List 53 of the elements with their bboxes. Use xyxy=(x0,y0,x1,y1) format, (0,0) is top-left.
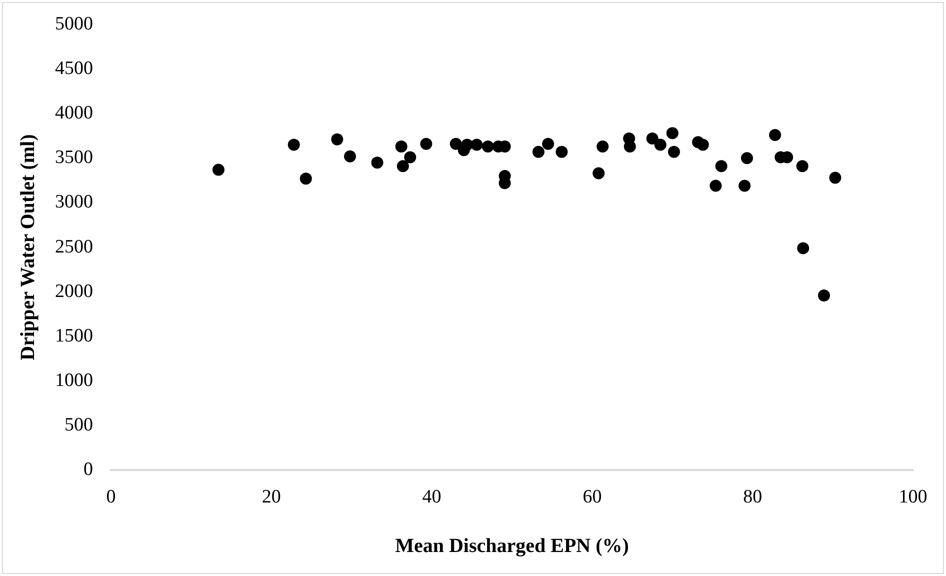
x-tick-label: 20 xyxy=(262,486,281,508)
point xyxy=(740,152,753,164)
y-tick-label: 0 xyxy=(84,459,93,480)
x-axis-title: Mean Discharged EPN (%) xyxy=(395,535,629,558)
point xyxy=(300,172,312,185)
point xyxy=(715,160,728,172)
x-tick-label: 40 xyxy=(422,486,442,508)
y-tick-label: 5000 xyxy=(55,13,93,34)
point xyxy=(556,146,568,158)
y-tick-label: 3500 xyxy=(55,147,93,168)
point xyxy=(212,164,224,176)
point xyxy=(596,140,609,153)
y-axis-title: Dripper Water Outlet (ml) xyxy=(17,134,40,360)
point xyxy=(404,151,416,164)
point xyxy=(450,138,462,150)
y-tick-label: 1000 xyxy=(55,370,93,392)
point xyxy=(395,140,408,153)
point xyxy=(696,138,709,151)
x-tick-label: 100 xyxy=(898,486,928,508)
y-tick-label: 500 xyxy=(64,414,93,436)
point xyxy=(461,138,474,151)
x-tick-label: 0 xyxy=(106,486,116,508)
point xyxy=(769,128,782,141)
point xyxy=(796,160,808,172)
point xyxy=(738,180,751,192)
point xyxy=(818,289,830,302)
point xyxy=(654,138,666,151)
point xyxy=(470,138,483,151)
point xyxy=(542,138,554,150)
point xyxy=(797,242,810,254)
point xyxy=(666,127,678,140)
y-tick-label: 3000 xyxy=(55,192,93,213)
point xyxy=(829,172,842,184)
point xyxy=(396,160,409,172)
point xyxy=(420,138,432,150)
y-tick-label: 4500 xyxy=(55,58,93,79)
y-tick-label: 4000 xyxy=(55,102,93,124)
point xyxy=(331,133,344,146)
x-tick-label: 60 xyxy=(582,486,602,508)
point xyxy=(482,140,494,153)
x-tick-label: 80 xyxy=(743,486,762,508)
point xyxy=(371,156,384,169)
y-tick-label: 1500 xyxy=(55,325,93,346)
point xyxy=(668,146,680,158)
y-tick-label: 2000 xyxy=(55,280,93,302)
point xyxy=(592,167,605,180)
point xyxy=(532,146,544,158)
y-tick-label: 2500 xyxy=(55,236,93,258)
point xyxy=(710,180,722,192)
point xyxy=(646,132,658,145)
point xyxy=(344,150,356,162)
point xyxy=(624,140,636,153)
point xyxy=(288,138,300,151)
